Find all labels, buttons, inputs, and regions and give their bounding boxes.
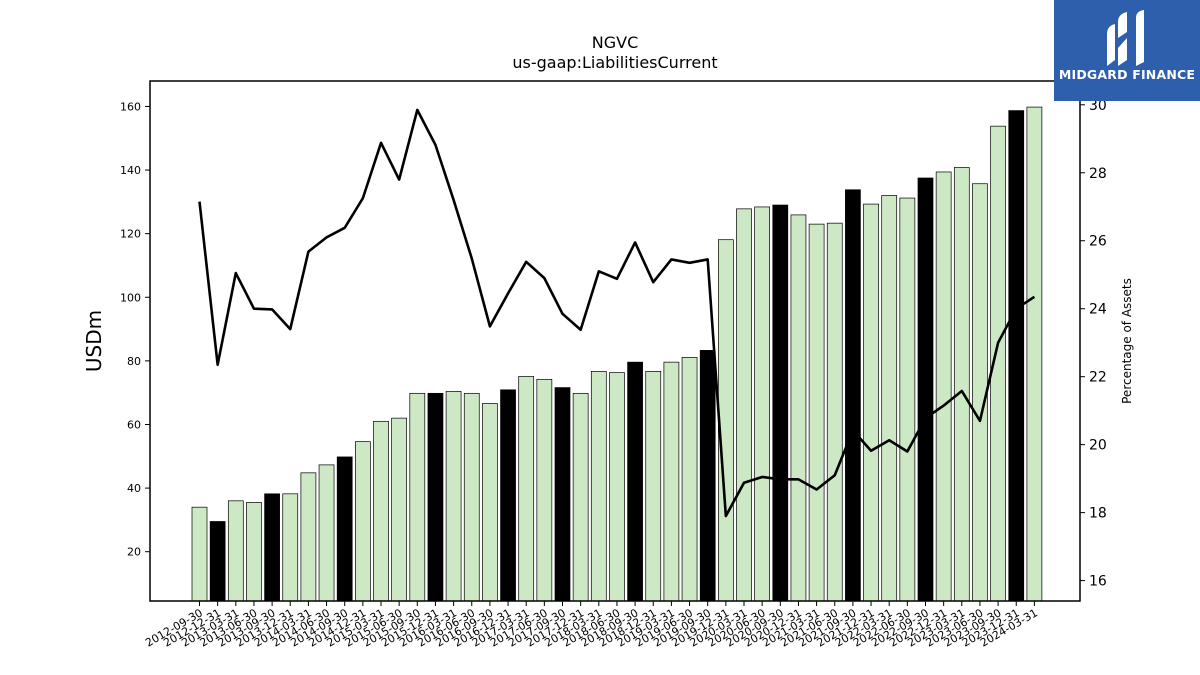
y-tick-label: 20 <box>127 546 141 559</box>
bar <box>282 493 299 602</box>
bar <box>227 500 244 602</box>
bar <box>336 456 353 602</box>
y-tick-label: 100 <box>120 291 141 304</box>
midgard-finance-logo: MIDGARD FINANCE <box>1054 0 1200 101</box>
y-tick-label: 80 <box>127 355 141 368</box>
bar <box>790 214 807 602</box>
y2-tick-label: 30 <box>1089 98 1107 114</box>
y-tick-label: 140 <box>120 164 141 177</box>
y2-tick-label: 24 <box>1089 302 1107 318</box>
bar <box>191 506 208 602</box>
y2-tick-label: 22 <box>1089 370 1107 386</box>
bar <box>264 493 280 602</box>
bar <box>627 361 643 602</box>
bar <box>209 521 226 602</box>
bar <box>373 420 389 602</box>
bar <box>518 376 535 602</box>
bar <box>554 387 571 602</box>
y-tick-label: 120 <box>120 228 141 241</box>
bar <box>663 361 680 602</box>
right-axis-ticks: 16 18 20 22 24 26 28 30 <box>1080 98 1107 590</box>
plot-frame <box>149 80 1081 602</box>
bar <box>590 371 607 602</box>
bar <box>246 502 262 602</box>
bar <box>808 223 825 602</box>
bar <box>972 183 988 602</box>
bar <box>681 357 698 602</box>
bar <box>772 204 789 602</box>
bar <box>645 371 662 602</box>
y-axis-label: USDm <box>82 310 106 372</box>
y-tick-label: 160 <box>120 100 141 113</box>
bar <box>845 189 861 602</box>
bar <box>881 195 898 602</box>
bar <box>391 417 407 602</box>
midgard-m-icon <box>1107 10 1144 66</box>
left-axis-ticks: 20 40 60 80 100 120 140 160 <box>120 100 150 559</box>
line-series <box>198 108 1036 518</box>
bar <box>536 378 553 602</box>
y2-tick-label: 28 <box>1089 166 1107 182</box>
bar <box>917 177 934 602</box>
bar <box>826 222 843 602</box>
percentage-line <box>198 108 1036 518</box>
bar <box>482 403 498 602</box>
bar <box>609 372 625 602</box>
y2-axis-label: Percentage of Assets <box>1120 278 1134 404</box>
x-axis-ticks: 2012-09-302012-12-312013-03-312013-06-30… <box>143 601 1040 650</box>
bar <box>754 206 771 602</box>
bar <box>736 208 752 602</box>
y2-tick-label: 16 <box>1089 574 1107 590</box>
bar <box>1026 106 1043 602</box>
bar <box>427 392 444 602</box>
bar <box>500 389 516 602</box>
chart-title: NGVC <box>592 33 638 52</box>
bar-series <box>191 106 1043 602</box>
bar <box>300 472 317 602</box>
bar <box>699 350 716 602</box>
bar <box>572 392 589 602</box>
bar <box>953 167 970 602</box>
bar <box>863 203 879 602</box>
y2-tick-label: 18 <box>1089 506 1107 522</box>
bar <box>1008 110 1025 602</box>
bar <box>463 392 480 602</box>
y-tick-label: 60 <box>127 418 141 431</box>
logo-text: MIDGARD FINANCE <box>1058 67 1196 82</box>
y2-tick-label: 20 <box>1089 438 1107 454</box>
bar <box>355 441 371 602</box>
bar <box>899 197 916 602</box>
bar <box>935 171 952 602</box>
bar <box>445 391 462 602</box>
y-tick-label: 40 <box>127 482 141 495</box>
bar <box>409 392 426 602</box>
bar <box>318 464 335 602</box>
bar <box>717 239 734 602</box>
chart-subtitle: us-gaap:LiabilitiesCurrent <box>512 53 717 72</box>
y2-tick-label: 26 <box>1089 234 1107 250</box>
